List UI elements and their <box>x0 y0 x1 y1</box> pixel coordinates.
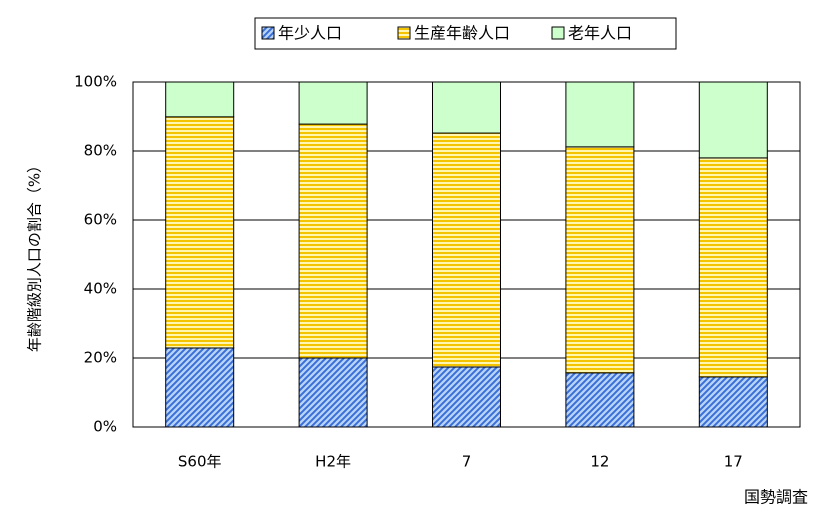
bar-segment <box>698 376 768 428</box>
x-tick-label: 17 <box>724 453 743 471</box>
bar-segment <box>432 132 501 368</box>
legend-box <box>254 17 677 50</box>
y-tick-label: 100% <box>74 73 117 91</box>
bar-segment <box>565 372 635 428</box>
y-tick-label: 60% <box>84 211 117 229</box>
y-tick-label: 20% <box>84 349 117 367</box>
bar-segment <box>165 347 235 428</box>
bar-segment <box>698 157 768 378</box>
bar-segment <box>698 81 768 159</box>
x-tick-label: S60年 <box>178 453 222 471</box>
x-tick-label: 7 <box>462 453 472 471</box>
bar-segment <box>565 81 635 148</box>
y-tick-label: 80% <box>84 142 117 160</box>
x-tick-label: 12 <box>590 453 609 471</box>
x-tick-label: H2年 <box>315 453 351 471</box>
bar-segment <box>432 366 501 428</box>
legend-label: 老年人口 <box>568 24 632 43</box>
legend-label: 生産年齢人口 <box>414 24 510 43</box>
y-tick-label: 40% <box>84 280 117 298</box>
bar-segment <box>165 116 235 349</box>
bar-segment <box>165 81 235 118</box>
legend-swatch <box>397 26 411 40</box>
bar-segment <box>298 123 368 359</box>
bar-segment <box>298 357 368 428</box>
legend-swatch <box>551 26 565 40</box>
legend-label: 年少人口 <box>278 24 342 43</box>
y-tick-label: 0% <box>93 418 117 436</box>
legend-swatch <box>261 26 275 40</box>
bar-segment <box>298 81 368 125</box>
bar-segment <box>432 81 501 134</box>
y-axis-label: 年齢階級別人口の割合（%） <box>26 158 44 352</box>
x-axis-label: 国勢調査 <box>744 488 808 507</box>
bar-segment <box>565 146 635 374</box>
